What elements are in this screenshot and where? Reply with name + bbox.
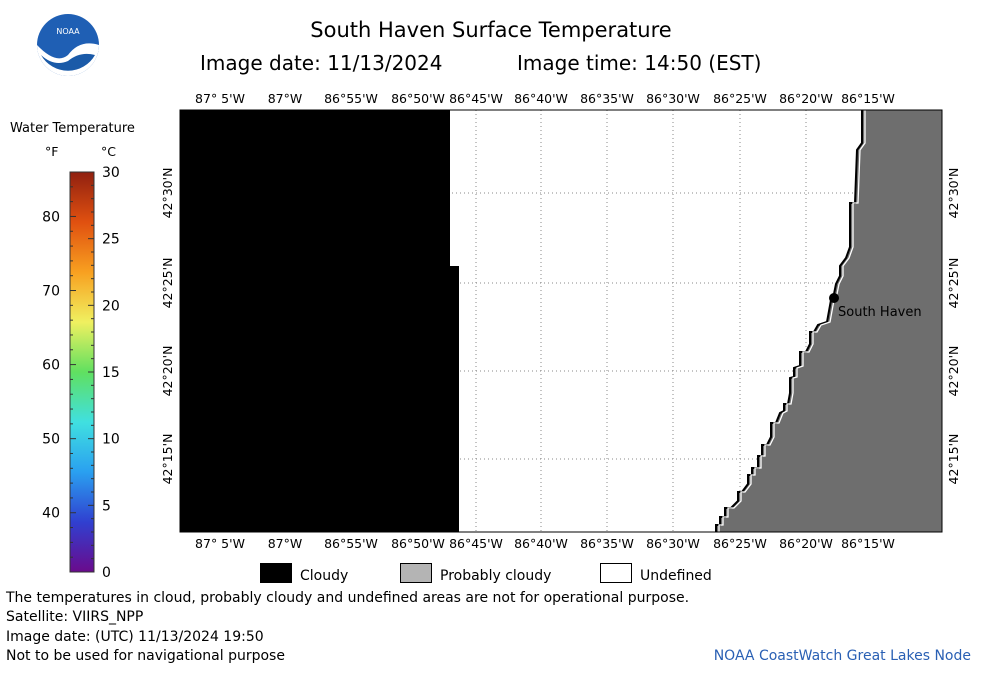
legend-swatch-undefined [600, 563, 632, 583]
latitude-label: 42°20'N [946, 346, 961, 397]
navigation-warning: Not to be used for navigational purpose [6, 648, 285, 664]
latitude-label: 42°30'N [160, 168, 175, 219]
longitude-label: 86°30'W [646, 536, 700, 551]
latitude-label: 42°20'N [160, 346, 175, 397]
unit-celsius: °C [101, 144, 116, 159]
latitude-label: 42°15'N [160, 434, 175, 485]
credit-text: NOAA CoastWatch Great Lakes Node [713, 648, 971, 664]
celsius-tick-label: 0 [102, 565, 111, 581]
disclaimer-text: The temperatures in cloud, probably clou… [6, 590, 690, 606]
map-grid [180, 110, 942, 532]
fahrenheit-tick-label: 80 [42, 209, 60, 225]
longitude-label: 86°50'W [391, 91, 445, 106]
longitude-label: 87°W [268, 91, 303, 106]
longitude-label: 86°50'W [391, 536, 445, 551]
utc-date-text: Image date: (UTC) 11/13/2024 19:50 [6, 629, 264, 645]
legend-label-undefined: Undefined [640, 568, 712, 584]
latitude-labels-right: 42°30'N 42°25'N 42°20'N 42°15'N [946, 168, 961, 485]
longitude-label: 86°30'W [646, 91, 700, 106]
unit-fahrenheit: °F [45, 144, 59, 159]
city-marker [829, 293, 839, 303]
longitude-label: 86°20'W [779, 91, 833, 106]
longitude-label: 86°25'W [713, 91, 767, 106]
image-time: Image time: 14:50 (EST) [517, 51, 762, 75]
coastline-highlight [718, 110, 866, 532]
legend-label-cloudy: Cloudy [300, 568, 349, 584]
longitude-label: 86°15'W [841, 91, 895, 106]
longitude-label: 86°15'W [841, 536, 895, 551]
latitude-label: 42°30'N [946, 168, 961, 219]
legend-swatch-probably-cloudy [400, 563, 432, 583]
longitude-label: 87°W [268, 536, 303, 551]
celsius-tick-label: 30 [102, 165, 120, 181]
latitude-labels-left: 42°30'N 42°25'N 42°20'N 42°15'N [160, 168, 175, 485]
fahrenheit-tick-label: 70 [42, 284, 60, 300]
celsius-tick-label: 15 [102, 365, 120, 381]
longitude-label: 87° 5'W [195, 91, 245, 106]
cloudy-area-lower [180, 266, 459, 532]
longitude-labels-top: 87° 5'W 87°W 86°55'W 86°50'W 86°45'W 86°40'W 8… [195, 91, 895, 106]
satellite-text: Satellite: VIIRS_NPP [6, 609, 144, 625]
celsius-tick-label: 20 [102, 298, 120, 314]
longitude-label: 86°55'W [324, 91, 378, 106]
latitude-label: 42°25'N [946, 258, 961, 309]
longitude-label: 86°40'W [514, 91, 568, 106]
latitude-label: 42°15'N [946, 434, 961, 485]
fahrenheit-tick-label: 40 [42, 506, 60, 522]
map-frame [179, 109, 943, 533]
longitude-label: 87° 5'W [195, 536, 245, 551]
image-date: Image date: 11/13/2024 [200, 51, 443, 75]
longitude-label: 86°35'W [580, 536, 634, 551]
city-label: South Haven [838, 305, 922, 320]
longitude-label: 86°20'W [779, 536, 833, 551]
longitude-label: 86°35'W [580, 91, 634, 106]
cloudy-area-upper [180, 110, 450, 266]
longitude-label: 86°45'W [449, 536, 503, 551]
celsius-tick-label: 10 [102, 432, 120, 448]
colorbar-title: Water Temperature [10, 121, 135, 136]
legend-swatch-cloudy [260, 563, 292, 583]
probably-cloudy-area [716, 110, 942, 532]
celsius-tick-label: 5 [102, 498, 111, 514]
coastline [715, 110, 863, 532]
logo-text: NOAA [56, 27, 80, 36]
longitude-labels-bottom: 87° 5'W 87°W 86°55'W 86°50'W 86°45'W 86°40'W 8… [195, 536, 895, 551]
noaa-logo-icon: NOAA [37, 14, 99, 76]
latitude-label: 42°25'N [160, 258, 175, 309]
colorbar-gradient [69, 171, 95, 573]
fahrenheit-tick-label: 50 [42, 432, 60, 448]
fahrenheit-tick-label: 60 [42, 358, 60, 374]
celsius-tick-label: 25 [102, 232, 120, 248]
legend-label-probably-cloudy: Probably cloudy [440, 568, 552, 584]
longitude-label: 86°40'W [514, 536, 568, 551]
longitude-label: 86°45'W [449, 91, 503, 106]
longitude-label: 86°55'W [324, 536, 378, 551]
longitude-label: 86°25'W [713, 536, 767, 551]
temperature-map: South Haven 87° 5'W 87°W 86°55'W 86°50'W 86°… [160, 91, 961, 551]
page-title: South Haven Surface Temperature [310, 18, 672, 42]
